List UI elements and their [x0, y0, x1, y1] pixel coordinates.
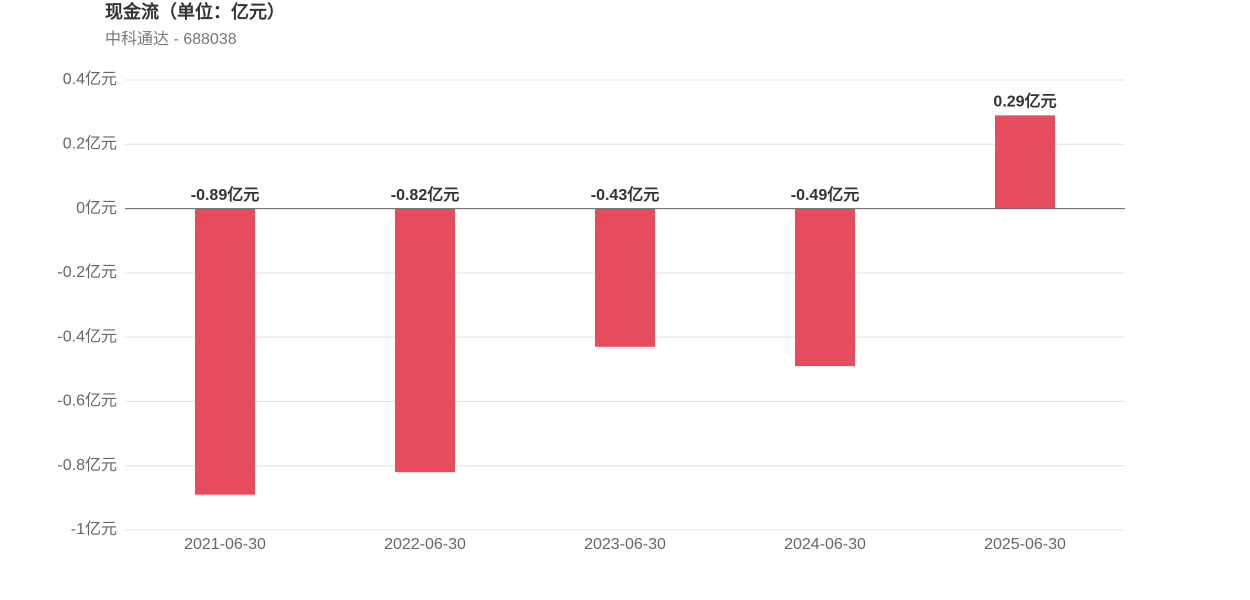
chart-subtitle: 中科通达 - 688038: [105, 30, 237, 48]
y-tick-label: -0.4亿元: [57, 327, 117, 345]
bar: [195, 208, 255, 495]
value-label: -0.82亿元: [391, 185, 459, 204]
bar: [995, 115, 1055, 209]
y-tick-label: -1亿元: [71, 520, 117, 538]
x-tick-label: 2022-06-30: [384, 536, 466, 553]
x-tick-label: 2025-06-30: [984, 536, 1066, 553]
y-tick-label: -0.2亿元: [57, 263, 117, 281]
bar: [795, 208, 855, 367]
x-tick-label: 2023-06-30: [584, 536, 666, 553]
y-tick-label: 0.2亿元: [63, 135, 117, 153]
y-tick-label: -0.8亿元: [57, 456, 117, 474]
x-tick-label: 2024-06-30: [784, 536, 866, 553]
x-tick-label: 2021-06-30: [184, 536, 266, 553]
value-label: -0.89亿元: [191, 185, 259, 204]
y-tick-label: 0.4亿元: [63, 70, 117, 88]
y-tick-label: 0亿元: [76, 199, 117, 217]
value-label: -0.49亿元: [791, 185, 859, 204]
y-tick-label: -0.6亿元: [57, 392, 117, 410]
chart-title: 现金流（单位：亿元）: [105, 1, 285, 22]
bar: [395, 208, 455, 473]
value-label: 0.29亿元: [993, 92, 1056, 111]
bar: [595, 208, 655, 347]
value-label: -0.43亿元: [591, 185, 659, 204]
